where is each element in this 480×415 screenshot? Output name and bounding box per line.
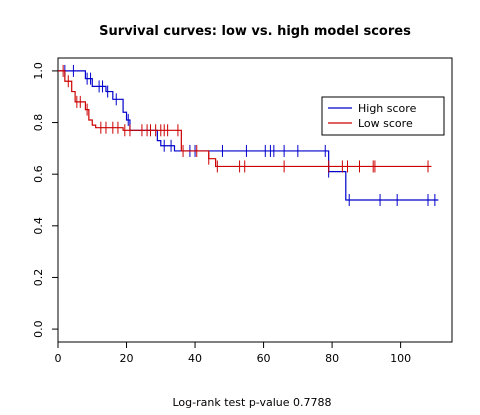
x-tick-label: 100 xyxy=(390,352,411,365)
x-tick-label: 40 xyxy=(188,352,202,365)
y-tick-label: 1.0 xyxy=(32,62,45,80)
x-tick-label: 20 xyxy=(120,352,134,365)
legend: High score Low score xyxy=(322,97,444,135)
y-tick-label: 0.8 xyxy=(32,114,45,132)
y-tick-label: 0.4 xyxy=(32,217,45,235)
x-axis: 0 20 40 60 80 100 xyxy=(55,342,412,365)
y-tick-label: 0.6 xyxy=(32,165,45,183)
y-tick-label: 0.0 xyxy=(32,320,45,338)
y-axis: 0.0 0.2 0.4 0.6 0.8 1.0 xyxy=(32,62,58,338)
x-tick-label: 0 xyxy=(55,352,62,365)
legend-label-low-score: Low score xyxy=(358,117,413,130)
pvalue-footnote: Log-rank test p-value 0.7788 xyxy=(172,396,331,409)
chart-title: Survival curves: low vs. high model scor… xyxy=(99,24,411,39)
legend-label-high-score: High score xyxy=(358,102,417,115)
x-tick-label: 80 xyxy=(325,352,339,365)
y-tick-label: 0.2 xyxy=(32,269,45,287)
x-tick-label: 60 xyxy=(257,352,271,365)
